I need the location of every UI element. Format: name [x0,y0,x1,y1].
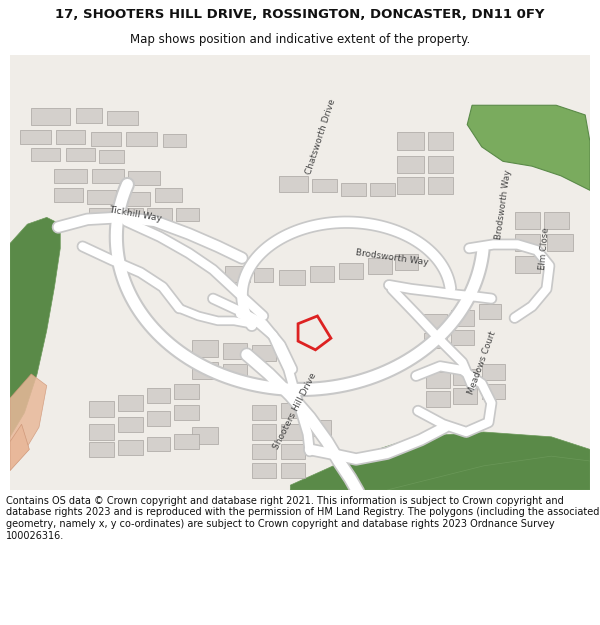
Polygon shape [126,132,157,146]
Text: Chatsworth Drive: Chatsworth Drive [305,98,338,176]
Polygon shape [397,132,424,150]
Polygon shape [251,463,276,478]
Text: 17, SHOOTERS HILL DRIVE, ROSSINGTON, DONCASTER, DN11 0FY: 17, SHOOTERS HILL DRIVE, ROSSINGTON, DON… [55,8,545,21]
Polygon shape [10,55,590,490]
Polygon shape [310,266,334,282]
Polygon shape [251,444,276,459]
Polygon shape [370,182,395,196]
Polygon shape [175,384,199,399]
Text: Contains OS data © Crown copyright and database right 2021. This information is : Contains OS data © Crown copyright and d… [6,496,599,541]
Polygon shape [515,256,540,274]
Polygon shape [76,108,102,122]
Polygon shape [107,111,137,124]
Polygon shape [515,212,540,229]
Polygon shape [251,424,276,440]
Polygon shape [428,132,453,150]
Polygon shape [254,268,273,282]
Polygon shape [31,108,70,124]
Polygon shape [192,340,218,357]
Polygon shape [155,188,182,202]
Polygon shape [341,182,366,196]
Polygon shape [192,362,218,379]
Polygon shape [453,369,477,384]
Polygon shape [89,442,115,457]
Polygon shape [99,150,124,163]
Polygon shape [223,364,247,381]
Polygon shape [425,372,450,388]
Polygon shape [311,179,337,192]
Polygon shape [251,405,276,421]
Polygon shape [397,156,424,173]
Polygon shape [451,331,474,345]
Text: Brodsworth Way: Brodsworth Way [355,248,429,268]
Polygon shape [20,131,50,144]
Polygon shape [89,208,115,221]
Polygon shape [118,208,143,221]
Polygon shape [428,156,453,173]
Polygon shape [482,364,505,380]
Text: Shooters Hill Drive: Shooters Hill Drive [272,371,319,451]
Polygon shape [31,148,60,161]
Polygon shape [10,374,47,466]
Polygon shape [424,314,447,329]
Polygon shape [387,456,590,490]
Text: Tickhill Way: Tickhill Way [109,206,163,224]
Polygon shape [290,432,590,490]
Polygon shape [10,217,60,437]
Text: Elm Close: Elm Close [538,227,551,270]
Polygon shape [91,132,121,146]
Polygon shape [515,234,540,251]
Polygon shape [281,463,305,478]
Polygon shape [338,263,363,279]
Polygon shape [147,437,170,451]
Polygon shape [128,171,160,184]
Polygon shape [424,333,447,348]
Polygon shape [121,192,150,206]
Polygon shape [10,424,29,471]
Polygon shape [279,269,305,285]
Text: Map shows position and indicative extent of the property.: Map shows position and indicative extent… [130,32,470,46]
Polygon shape [281,403,305,419]
Polygon shape [176,208,199,221]
Polygon shape [482,384,505,399]
Polygon shape [368,258,392,274]
Polygon shape [467,105,590,191]
Polygon shape [53,188,83,202]
Polygon shape [223,343,247,359]
Polygon shape [53,169,88,182]
Polygon shape [428,177,453,194]
Polygon shape [397,177,424,194]
Polygon shape [89,424,115,440]
Polygon shape [175,405,199,421]
Polygon shape [163,134,186,147]
Polygon shape [279,176,308,192]
Polygon shape [147,411,170,426]
Polygon shape [147,389,170,403]
Polygon shape [118,418,143,432]
Polygon shape [251,345,276,361]
Polygon shape [118,395,143,411]
Polygon shape [92,169,124,182]
Polygon shape [479,304,501,319]
Polygon shape [66,148,95,161]
Polygon shape [175,434,199,449]
Polygon shape [451,310,474,326]
Polygon shape [192,427,218,444]
Polygon shape [147,208,172,221]
Text: Meadows Court: Meadows Court [466,329,497,395]
Polygon shape [425,391,450,407]
Polygon shape [310,421,331,436]
Polygon shape [281,444,305,459]
Polygon shape [88,191,116,204]
Polygon shape [281,424,305,440]
Polygon shape [89,401,115,416]
Polygon shape [453,389,477,404]
Polygon shape [224,266,250,282]
Polygon shape [547,234,572,251]
Polygon shape [395,254,418,269]
Text: Brodsworth Way: Brodsworth Way [494,169,512,240]
Polygon shape [118,440,143,455]
Polygon shape [56,131,85,144]
Polygon shape [544,212,569,229]
